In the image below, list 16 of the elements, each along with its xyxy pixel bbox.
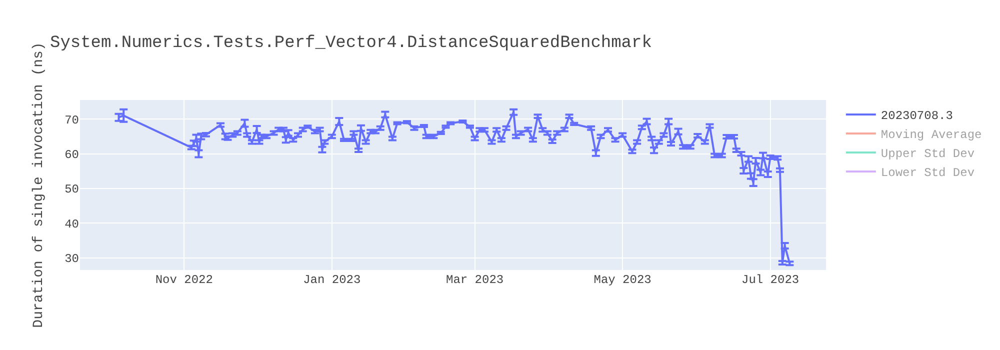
x-tick-label: Jul 2023 xyxy=(741,273,800,287)
y-tick-label: 30 xyxy=(64,252,79,266)
legend-label: Upper Std Dev xyxy=(880,147,975,162)
y-axis-title: Duration of single invocation (ns) xyxy=(31,42,47,328)
y-tick-label: 70 xyxy=(64,113,79,128)
legend-label: Moving Average xyxy=(880,128,982,142)
y-tick-label: 40 xyxy=(64,217,79,232)
chart-title: System.Numerics.Tests.Perf_Vector4.DistanceSquaredBenchmark xyxy=(50,34,652,53)
x-tick-label: Jan 2023 xyxy=(303,273,361,287)
legend-label: 20230708.3 xyxy=(880,109,953,124)
legend-label: Lower Std Dev xyxy=(880,166,975,180)
y-tick-label: 50 xyxy=(64,182,79,197)
x-tick-label: Nov 2022 xyxy=(155,273,213,287)
x-tick-label: May 2023 xyxy=(594,273,652,287)
y-tick-label: 60 xyxy=(64,148,79,162)
x-tick-label: Mar 2023 xyxy=(446,273,504,287)
